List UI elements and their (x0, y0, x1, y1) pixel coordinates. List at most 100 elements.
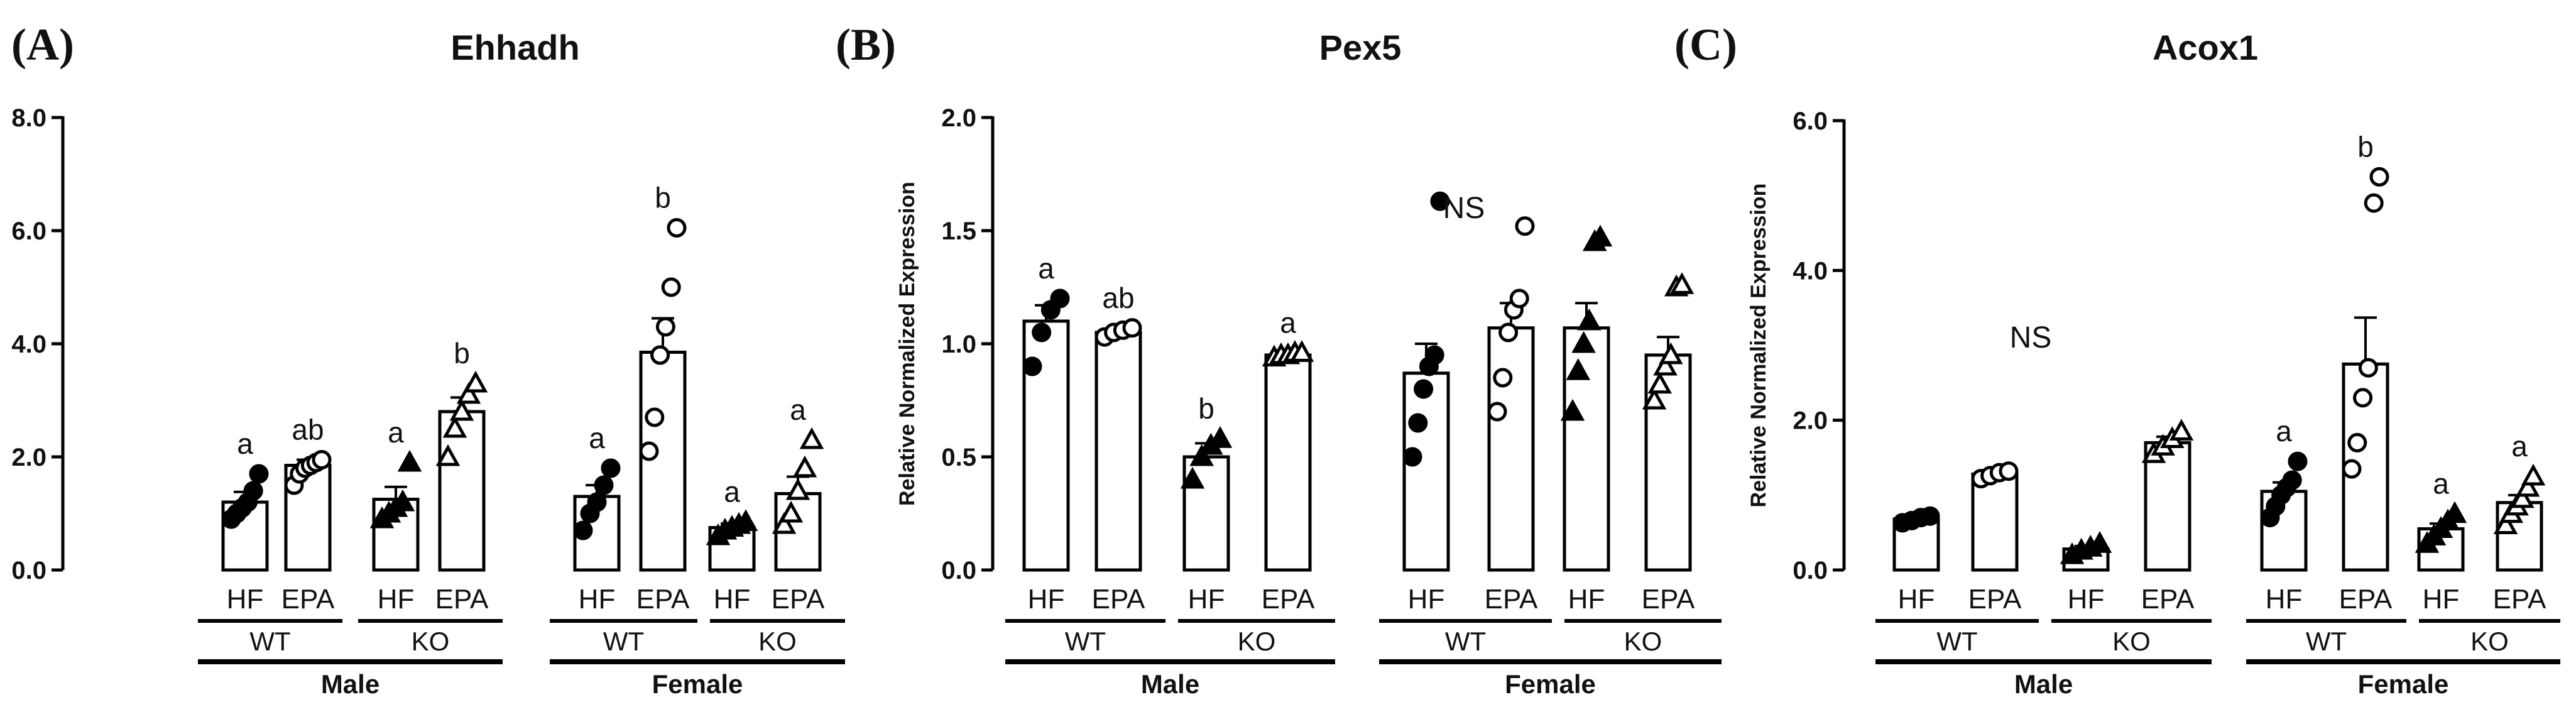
ns-label: NS (2010, 321, 2052, 354)
data-point (639, 441, 659, 461)
ns-label: NS (1443, 192, 1485, 225)
x-tick-label: HF (1898, 584, 1935, 615)
data-point (1180, 466, 1205, 489)
data-point (792, 455, 817, 478)
significance-label: b (2357, 130, 2374, 163)
bar (1264, 353, 1312, 572)
data-point (2521, 463, 2546, 486)
sex-label: Female (1505, 669, 1596, 699)
data-point (1920, 506, 1940, 526)
y-tick-label: 0.0 (11, 557, 46, 584)
data-point (601, 458, 621, 478)
significance-label: b (1198, 392, 1214, 425)
significance-label: a (388, 416, 404, 449)
bar (1563, 326, 1610, 572)
panel-label: (A) (11, 19, 74, 70)
data-point (249, 464, 269, 484)
data-point (1642, 387, 1667, 410)
data-point (2515, 474, 2540, 497)
genotype-label: KO (2112, 627, 2151, 656)
data-point (1022, 356, 1042, 376)
data-point (1032, 322, 1052, 343)
significance-label: a (2511, 430, 2528, 463)
x-tick-label: EPA (636, 584, 690, 615)
data-point (1647, 371, 1673, 394)
data-point (1566, 358, 1591, 380)
data-point (1669, 272, 1695, 294)
data-point (1571, 331, 1596, 353)
significance-label: ab (1102, 282, 1134, 314)
data-point (312, 450, 332, 469)
sex-label: Female (652, 669, 743, 699)
sex-label: Male (321, 669, 379, 699)
data-point (2369, 167, 2389, 187)
x-tick-label: EPA (1262, 584, 1315, 615)
genotype-label: WT (1065, 627, 1106, 656)
bar (1402, 371, 1450, 572)
y-tick-label: 6.0 (11, 217, 46, 245)
x-tick-label: HF (227, 584, 264, 615)
data-point (449, 398, 474, 421)
genotype-label: KO (412, 627, 450, 656)
chart-title: Pex5 (1319, 28, 1402, 67)
x-tick-label: HF (579, 584, 616, 615)
data-point (463, 370, 488, 393)
significance-label: ab (292, 414, 324, 446)
y-tick-label: 2.0 (11, 444, 46, 471)
data-point (1999, 461, 2019, 481)
data-point (1515, 216, 1535, 236)
x-tick-label: EPA (2493, 584, 2546, 615)
genotype-label: WT (2306, 627, 2347, 656)
y-tick-label: 0.0 (1793, 557, 1828, 584)
data-point (1487, 402, 1507, 422)
data-point (1402, 447, 1422, 467)
x-tick-label: HF (1568, 584, 1605, 615)
data-point (2169, 419, 2194, 441)
data-point (1208, 426, 1233, 448)
data-point (1498, 322, 1519, 343)
data-point (799, 427, 824, 449)
chart-title: Acox1 (2153, 28, 2258, 67)
data-point (1577, 308, 1602, 331)
data-point (785, 478, 810, 500)
genotype-label: WT (603, 627, 644, 656)
data-point (1424, 345, 1444, 365)
bar (1892, 517, 1940, 572)
data-point (1122, 318, 1142, 338)
data-point (2087, 531, 2112, 553)
sex-label: Male (1141, 669, 1199, 699)
x-tick-label: HF (2068, 584, 2105, 615)
chart-title: Ehhadh (450, 28, 579, 67)
significance-label: a (1038, 252, 1054, 285)
data-point (2282, 470, 2302, 490)
sex-label: Female (2358, 669, 2449, 699)
sex-label: Male (2014, 669, 2073, 699)
chart-panel-2: (B) Pex5 Relative Normalized Expression 0.0… (836, 19, 1722, 699)
data-point (2493, 512, 2518, 534)
data-point (573, 520, 593, 540)
data-point (1509, 288, 1529, 309)
data-point (650, 345, 670, 365)
genotype-label: KO (2470, 627, 2509, 656)
x-tick-label: EPA (2141, 584, 2195, 615)
bar (639, 351, 687, 572)
x-tick-label: HF (1408, 584, 1445, 615)
bar (1487, 326, 1535, 572)
significance-label: a (589, 422, 605, 454)
data-point (1560, 398, 1585, 421)
genotype-label: WT (1936, 627, 1977, 656)
y-tick-label: 6.0 (1793, 107, 1828, 135)
genotype-label: KO (1238, 627, 1276, 656)
x-tick-label: EPA (1642, 584, 1695, 615)
data-point (594, 475, 614, 495)
data-point (1189, 444, 1214, 466)
data-point (2342, 459, 2362, 479)
data-point (1408, 413, 1428, 433)
y-axis-label: Relative Normalized Expression (895, 182, 919, 506)
data-point (655, 317, 675, 337)
bar (1094, 331, 1142, 572)
genotype-label: WT (1445, 627, 1486, 656)
y-tick-label: 2.0 (1793, 407, 1828, 435)
significance-label: a (237, 427, 253, 460)
